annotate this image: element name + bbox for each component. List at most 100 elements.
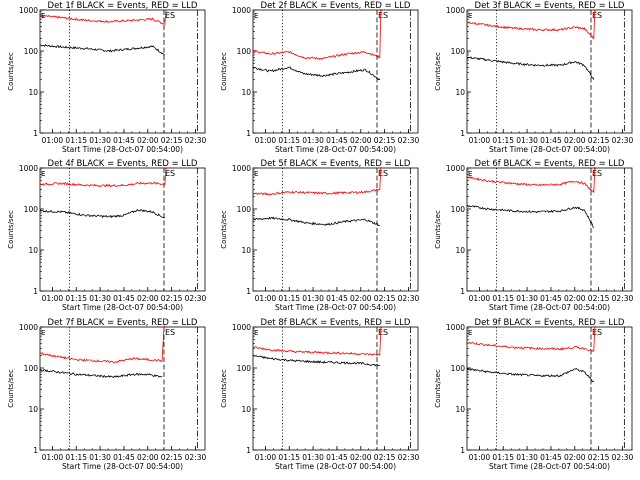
y-tick-label: 1 [33, 287, 38, 296]
y-tick-label: 10 [28, 246, 38, 255]
y-axis-label: Counts/sec [7, 369, 15, 408]
x-tick-label: 01:00 [42, 136, 64, 145]
x-tick-label: 02:00 [350, 453, 372, 462]
x-axis-label: Start Time (28-Oct-07 00:54:00) [489, 303, 610, 312]
x-tick-label: 01:00 [42, 294, 64, 303]
x-axis-label: Start Time (28-Oct-07 00:54:00) [275, 462, 396, 471]
y-tick-label: 1 [33, 446, 38, 455]
x-tick-label: 01:15 [492, 294, 514, 303]
lld-series-line [466, 166, 597, 193]
x-tick-label: 02:15 [588, 136, 610, 145]
x-axis-label: Start Time (28-Oct-07 00:54:00) [489, 145, 610, 154]
x-tick-label: 01:00 [469, 294, 491, 303]
x-axis-label: Start Time (28-Oct-07 00:54:00) [62, 303, 183, 312]
detector-panel: Det 4f BLACK = Events, RED = LLD 1 10 100 10… [7, 159, 206, 312]
lld-series-line [39, 9, 167, 25]
plot-frame [466, 167, 633, 292]
plot-frame [252, 167, 419, 292]
x-tick-label: 02:30 [185, 453, 207, 462]
panel-title: Det 3f BLACK = Events, RED = LLD [475, 1, 625, 11]
detector-panel: Det 8f BLACK = Events, RED = LLD 1 10 100 10… [220, 318, 419, 471]
y-tick-label: 100 [24, 364, 39, 373]
event-marker-label: ES [165, 328, 175, 337]
events-series-line [39, 368, 163, 379]
plot-frame [39, 9, 206, 134]
x-tick-label: 01:15 [492, 453, 514, 462]
x-tick-label: 02:30 [185, 136, 207, 145]
events-series-line [252, 216, 380, 227]
y-axis-label: Counts/sec [220, 369, 228, 408]
y-tick-label: 10 [241, 88, 251, 97]
x-tick-label: 01:00 [42, 453, 64, 462]
x-tick-label: 02:00 [564, 294, 586, 303]
x-tick-label: 01:30 [89, 294, 111, 303]
x-tick-label: 01:15 [492, 136, 514, 145]
y-axis-label: Counts/sec [7, 52, 15, 91]
x-tick-label: 01:45 [113, 136, 135, 145]
plot-frame [466, 326, 633, 451]
panel-title: Det 4f BLACK = Events, RED = LLD [48, 159, 198, 169]
y-tick-label: 10 [455, 246, 465, 255]
events-series-line [40, 44, 166, 56]
y-tick-label: 10 [28, 88, 38, 97]
x-tick-label: 02:15 [588, 453, 610, 462]
y-tick-label: 1000 [232, 164, 251, 173]
x-axis-label: Start Time (28-Oct-07 00:54:00) [275, 303, 396, 312]
panel-title: Det 7f BLACK = Events, RED = LLD [48, 318, 198, 328]
x-tick-label: 01:15 [278, 136, 300, 145]
y-tick-label: 1000 [232, 6, 251, 15]
lld-series-line [252, 326, 383, 356]
corner-mark: E [41, 329, 45, 337]
y-tick-label: 1000 [19, 6, 38, 15]
lld-series-line [466, 9, 597, 40]
x-axis-label: Start Time (28-Oct-07 00:54:00) [489, 462, 610, 471]
detector-panel: Det 6f BLACK = Events, RED = LLD 1 10 100 10… [434, 159, 633, 312]
detector-panel: Det 5f BLACK = Events, RED = LLD 1 10 100 10… [220, 159, 419, 312]
x-tick-label: 01:00 [255, 294, 277, 303]
x-tick-label: 01:45 [113, 453, 135, 462]
y-tick-label: 1 [33, 129, 38, 138]
y-tick-label: 1 [460, 446, 465, 455]
x-tick-label: 01:45 [326, 453, 348, 462]
x-tick-label: 01:15 [278, 453, 300, 462]
detector-panel: Det 7f BLACK = Events, RED = LLD 1 10 100 10… [7, 318, 206, 471]
event-marker-label: ES [165, 11, 175, 20]
x-tick-label: 02:00 [137, 453, 159, 462]
x-tick-label: 01:30 [89, 453, 111, 462]
y-tick-label: 100 [451, 364, 466, 373]
event-marker-label: ES [592, 169, 602, 178]
y-tick-label: 100 [24, 205, 39, 214]
plot-frame [39, 167, 206, 292]
detector-panel: Det 2f BLACK = Events, RED = LLD 1 10 100 10… [220, 1, 419, 154]
y-tick-label: 100 [451, 47, 466, 56]
detector-panel: Det 3f BLACK = Events, RED = LLD 1 10 100 10… [434, 1, 633, 154]
plot-frame [252, 326, 419, 451]
x-tick-label: 01:15 [278, 294, 300, 303]
x-tick-label: 01:45 [326, 294, 348, 303]
corner-mark: E [468, 329, 472, 337]
x-tick-label: 01:30 [516, 294, 538, 303]
corner-mark: E [254, 170, 258, 178]
x-tick-label: 02:00 [350, 136, 372, 145]
event-marker-label: ES [378, 11, 388, 20]
x-axis-label: Start Time (28-Oct-07 00:54:00) [275, 145, 396, 154]
x-tick-label: 02:15 [161, 136, 183, 145]
y-tick-label: 1000 [232, 323, 251, 332]
y-axis-label: Counts/sec [220, 52, 228, 91]
y-tick-label: 10 [241, 246, 251, 255]
y-axis-label: Counts/sec [434, 210, 442, 249]
panel-title: Det 5f BLACK = Events, RED = LLD [261, 159, 411, 169]
lld-series-line [39, 167, 168, 188]
x-tick-label: 01:45 [113, 294, 135, 303]
x-tick-label: 02:00 [137, 136, 159, 145]
x-tick-label: 01:45 [540, 136, 562, 145]
event-marker-label: ES [592, 11, 602, 20]
corner-mark: E [254, 12, 258, 20]
x-tick-label: 02:15 [588, 294, 610, 303]
x-tick-label: 02:00 [350, 294, 372, 303]
x-tick-label: 02:30 [398, 136, 420, 145]
x-tick-label: 01:30 [516, 136, 538, 145]
x-tick-label: 01:00 [255, 453, 277, 462]
x-tick-label: 01:15 [65, 294, 87, 303]
